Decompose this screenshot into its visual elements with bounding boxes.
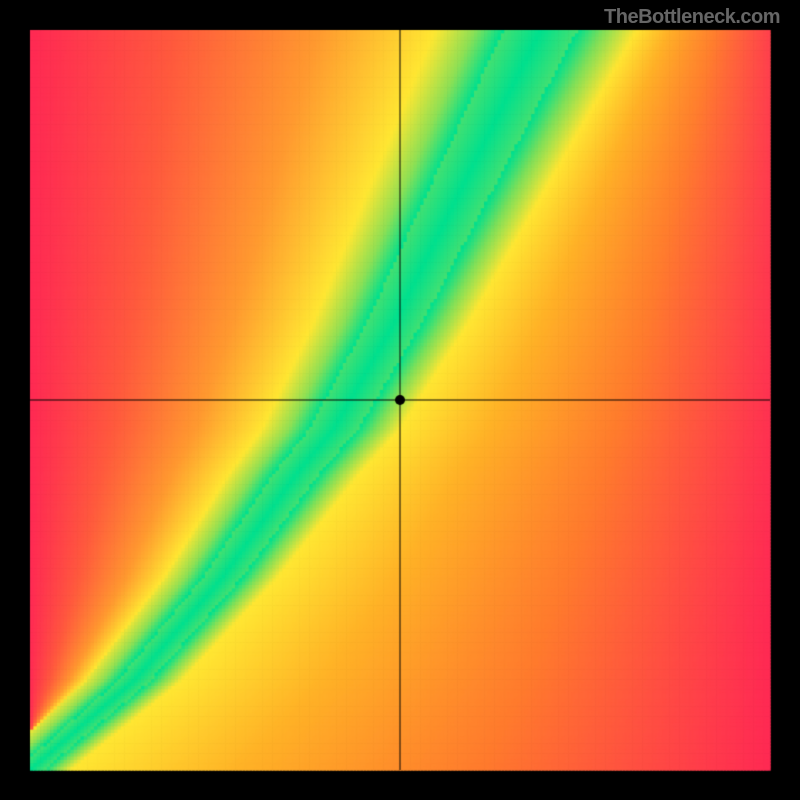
bottleneck-heatmap xyxy=(0,0,800,800)
attribution-text: TheBottleneck.com xyxy=(604,6,780,29)
